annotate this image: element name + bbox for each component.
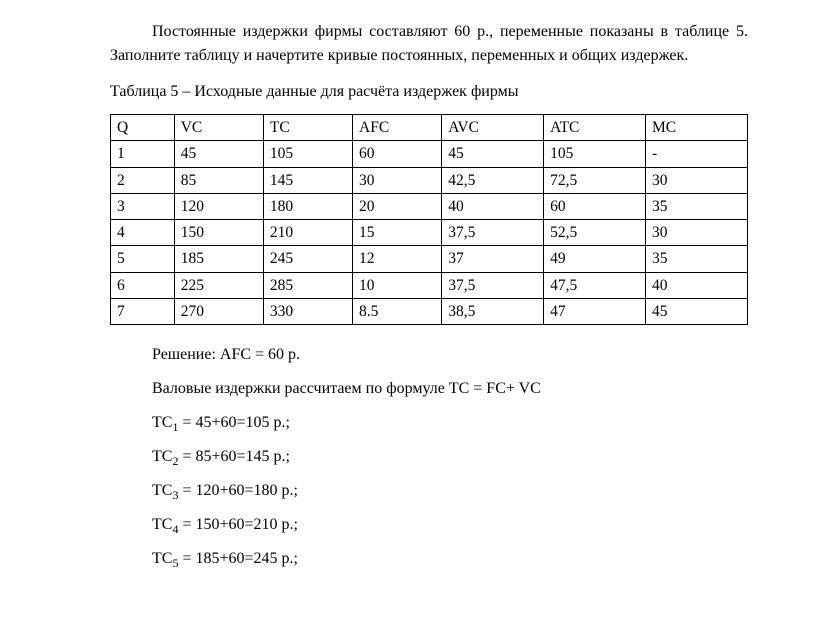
tc-symbol: TC [152,448,172,465]
solution-tc-formula: Валовые издержки рассчитаем по формуле T… [110,377,748,401]
table-cell: 105 [544,141,646,167]
table-row: 41502101537,552,530 [111,220,748,246]
tc-expression: = 150+60=210 р.; [178,516,298,533]
table-header-cell: Q [111,115,175,141]
tc-symbol: TC [152,482,172,499]
tc-line: TC4 = 150+60=210 р.; [110,513,748,537]
tc-line: TC3 = 120+60=180 р.; [110,479,748,503]
table-cell: 270 [174,298,263,324]
table-cell: 1 [111,141,175,167]
cost-table: QVCTCAFCAVCATCMC 1451056045105-285145304… [110,114,748,325]
table-cell: 6 [111,272,175,298]
table-cell: 38,5 [442,298,544,324]
table-cell: 7 [111,298,175,324]
table-row: 312018020406035 [111,193,748,219]
table-cell: 245 [263,246,352,272]
solution-afc: Решение: AFC = 60 р. [110,343,748,367]
table-cell: 60 [353,141,442,167]
table-header-cell: VC [174,115,263,141]
table-cell: 40 [646,272,748,298]
table-header-cell: TC [263,115,352,141]
table-header-cell: ATC [544,115,646,141]
table-cell: 47,5 [544,272,646,298]
table-body: 1451056045105-2851453042,572,53031201802… [111,141,748,325]
tc-expression: = 185+60=245 р.; [178,550,298,567]
table-cell: 225 [174,272,263,298]
table-cell: 37,5 [442,220,544,246]
tc-line: TC1 = 45+60=105 р.; [110,411,748,435]
table-cell: 210 [263,220,352,246]
table-cell: 12 [353,246,442,272]
table-header-cell: MC [646,115,748,141]
table-cell: 145 [263,167,352,193]
table-cell: 30 [646,220,748,246]
table-cell: 37 [442,246,544,272]
table-cell: 45 [174,141,263,167]
table-cell: 150 [174,220,263,246]
intro-paragraph: Постоянные издержки фирмы составляют 60 … [110,20,748,68]
tc-symbol: TC [152,516,172,533]
solution-block: Решение: AFC = 60 р. Валовые издержки ра… [110,343,748,571]
table-cell: 45 [646,298,748,324]
table-row: 2851453042,572,530 [111,167,748,193]
tc-symbol: TC [152,414,172,431]
table-cell: 35 [646,246,748,272]
table-cell: 42,5 [442,167,544,193]
table-cell: 10 [353,272,442,298]
table-row: 72703308.538,54745 [111,298,748,324]
table-header-cell: AVC [442,115,544,141]
table-cell: 8.5 [353,298,442,324]
table-cell: 30 [646,167,748,193]
tc-expression: = 85+60=145 р.; [178,448,290,465]
table-cell: 72,5 [544,167,646,193]
table-cell: 52,5 [544,220,646,246]
table-row: 1451056045105- [111,141,748,167]
table-header-row: QVCTCAFCAVCATCMC [111,115,748,141]
tc-symbol: TC [152,550,172,567]
tc-line: TC5 = 185+60=245 р.; [110,547,748,571]
table-cell: 20 [353,193,442,219]
table-caption: Таблица 5 – Исходные данные для расчёта … [110,80,748,104]
document-page: Постоянные издержки фирмы составляют 60 … [0,0,828,601]
table-cell: 30 [353,167,442,193]
table-cell: 180 [263,193,352,219]
tc-lines: TC1 = 45+60=105 р.;TC2 = 85+60=145 р.;TC… [110,411,748,571]
table-cell: 37,5 [442,272,544,298]
table-cell: 40 [442,193,544,219]
tc-expression: = 45+60=105 р.; [178,414,290,431]
table-cell: 3 [111,193,175,219]
table-row: 518524512374935 [111,246,748,272]
table-cell: 2 [111,167,175,193]
table-cell: 330 [263,298,352,324]
table-cell: 47 [544,298,646,324]
table-cell: 60 [544,193,646,219]
table-cell: 285 [263,272,352,298]
table-cell: 120 [174,193,263,219]
table-cell: 45 [442,141,544,167]
table-cell: - [646,141,748,167]
table-cell: 185 [174,246,263,272]
table-cell: 85 [174,167,263,193]
table-cell: 49 [544,246,646,272]
table-row: 62252851037,547,540 [111,272,748,298]
tc-line: TC2 = 85+60=145 р.; [110,445,748,469]
table-cell: 105 [263,141,352,167]
table-header-cell: AFC [353,115,442,141]
table-cell: 4 [111,220,175,246]
table-cell: 5 [111,246,175,272]
tc-expression: = 120+60=180 р.; [178,482,298,499]
table-cell: 15 [353,220,442,246]
table-cell: 35 [646,193,748,219]
